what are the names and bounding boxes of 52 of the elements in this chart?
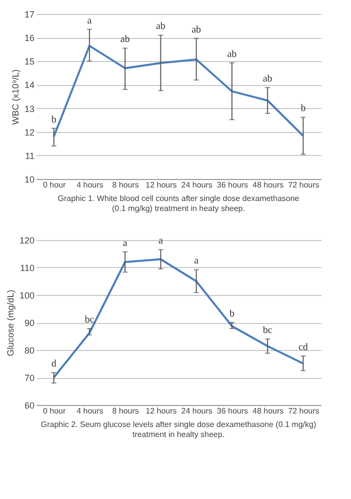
y-tick-label: 16 <box>24 33 34 44</box>
x-tick-label: 48 hours <box>252 180 284 190</box>
x-tick-label: 24 hours <box>181 180 212 190</box>
y-tick-label: 14 <box>24 80 34 90</box>
y-tick-label: 110 <box>20 263 34 273</box>
annotation: ab <box>262 74 272 85</box>
x-tick-label: 36 hours <box>216 406 248 416</box>
y-tick-label: 13 <box>24 104 34 114</box>
annotation: ab <box>120 34 130 46</box>
y-axis-title: WBC (x10⁹/L) <box>10 69 20 125</box>
x-tick-label: 4 hours <box>76 406 104 416</box>
annotation: a <box>122 238 128 249</box>
x-tick-label: 0 hour <box>42 406 66 416</box>
x-tick-label: 8 hours <box>112 406 139 416</box>
annotation: b <box>300 103 306 114</box>
annotation: bc <box>262 325 273 336</box>
annotation: bc <box>84 314 95 326</box>
x-tick-label: 0 hour <box>42 180 66 190</box>
x-tick-label: 36 hours <box>216 180 248 190</box>
x-tick-label: 72 hours <box>288 406 320 416</box>
x-tick-label: 72 hours <box>288 180 320 190</box>
x-tick-label: 24 hours <box>181 406 212 416</box>
annotation: d <box>51 358 56 370</box>
line-series <box>52 44 304 138</box>
y-tick-label: 120 <box>19 236 34 246</box>
y-tick-label: 90 <box>24 318 34 328</box>
y-tick-label: 80 <box>24 346 34 356</box>
annotation: b <box>51 114 56 126</box>
annotation: ab <box>227 48 237 60</box>
y-tick-label: 70 <box>24 373 34 383</box>
text: Graphic 2. Seum glucose levels after single dose dexamethasone (0.1 mg/kg) treatment in healty sheep. <box>40 420 316 439</box>
y-axis-title: Glucose (mg/dL) <box>5 290 16 356</box>
y-tick-label: 17 <box>24 10 34 20</box>
x-tick-label: 48 hours <box>252 406 284 416</box>
annotation: cd <box>298 342 308 354</box>
annotation: a <box>158 236 164 247</box>
y-tick-label: 11 <box>25 150 34 161</box>
annotation: ab <box>192 24 202 36</box>
annotation: b <box>229 308 234 320</box>
text: Graphic 1. White blood cell counts after single dose dexamethasone (0.1 mg/kg) treatment in heaty sheep. <box>58 194 300 213</box>
y-tick-label: 12 <box>24 127 34 138</box>
y-tick-label: 10 <box>24 174 34 184</box>
annotation: a <box>87 15 92 26</box>
annotation: a <box>194 256 200 267</box>
annotation: ab <box>156 21 166 32</box>
y-tick-label: 15 <box>24 56 34 67</box>
y-tick-label: 60 <box>24 400 34 410</box>
x-tick-label: 8 hours <box>112 180 139 190</box>
x-tick-label: 4 hours <box>76 180 104 190</box>
y-tick-label: 100 <box>19 290 34 300</box>
x-tick-label: 12 hours <box>146 406 177 416</box>
x-tick-label: 12 hours <box>146 180 177 190</box>
